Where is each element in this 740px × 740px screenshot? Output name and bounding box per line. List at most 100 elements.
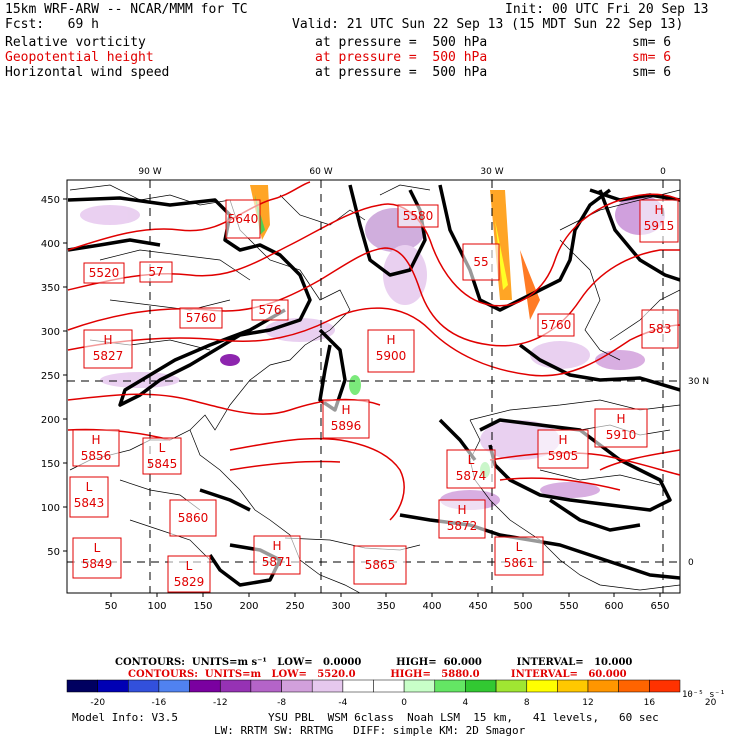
map-frame [66, 179, 681, 594]
forecast-hour: Fcst: 69 h [5, 17, 99, 32]
height-label-box: L 5874 [446, 449, 496, 489]
x-axis: 50 100 150 200 250 300 350 400 450 500 550 600 650 [105, 593, 670, 612]
colorbar-swatch [97, 679, 129, 693]
pressure-center-letter: L [94, 541, 101, 555]
height-value: 5865 [365, 558, 396, 572]
field-level-2: at pressure = 500 hPa [315, 50, 488, 65]
pressure-center-letter: H [558, 433, 567, 447]
x-tick-label: 400 [422, 601, 441, 612]
height-value: 5861 [504, 556, 535, 570]
field-sm-1: sm= 6 [632, 35, 672, 50]
height-value: 5849 [82, 557, 113, 571]
x-tick-label: 500 [513, 601, 532, 612]
height-label-box: H 5827 [83, 329, 133, 369]
model-title: 15km WRF-ARW -- NCAR/MMM for TC [5, 2, 248, 17]
pressure-center-letter: H [272, 539, 281, 553]
y-tick-label: 100 [41, 503, 60, 514]
latitude-label: 0 [688, 558, 694, 568]
colorbar-tick-label: -20 [90, 698, 105, 708]
x-tick-label: 550 [559, 601, 578, 612]
colorbar-tick-label: -12 [213, 698, 228, 708]
height-label-box: L 5829 [167, 555, 211, 593]
y-axis: 50 100 150 200 250 300 350 400 450 [41, 195, 67, 558]
pressure-center-letter: H [103, 333, 112, 347]
x-tick-label: 350 [376, 601, 395, 612]
pressure-center-letter: L [516, 540, 523, 554]
y-tick-label: 450 [41, 195, 60, 206]
colorbar-tick-label: 8 [524, 698, 530, 708]
height-value: 5580 [403, 209, 434, 223]
pressure-center-letter: L [186, 559, 193, 573]
colorbar-tick-label: 4 [463, 698, 469, 708]
colorbar-tick-label: 0 [401, 698, 407, 708]
height-label-box: H 5915 [639, 199, 679, 243]
height-value: 5760 [541, 318, 572, 332]
y-tick-label: 250 [41, 371, 60, 382]
height-value: 5910 [606, 428, 637, 442]
height-value: 5760 [186, 311, 217, 325]
model-info: Model Info: V3.5 [72, 711, 178, 724]
field-name-1: Relative vorticity [5, 35, 146, 50]
height-label-box: 5520 [83, 262, 125, 284]
height-value: 5827 [93, 349, 124, 363]
height-value: 5843 [74, 496, 105, 510]
y-tick-label: 150 [41, 459, 60, 470]
height-label-box: 5640 [225, 199, 261, 239]
height-label-box: H 5856 [72, 429, 120, 467]
height-label-box: 5865 [353, 545, 407, 585]
wind-contour-info: CONTOURS: UNITS=m s⁻¹ LOW= 0.0000 HIGH= … [115, 657, 633, 668]
colorbar-tick-label: -8 [277, 698, 286, 708]
height-label-box: L 5845 [142, 437, 182, 475]
pressure-center-letter: L [159, 441, 166, 455]
pressure-center-letter: H [616, 412, 625, 426]
height-label-box: H 5900 [367, 329, 415, 373]
physics-line-2: LW: RRTM SW: RRTMG DIFF: simple KM: 2D S… [214, 724, 526, 737]
field-level-1: at pressure = 500 hPa [315, 35, 488, 50]
height-value: 5915 [644, 219, 675, 233]
colorbar-swatch [66, 679, 98, 693]
x-tick-label: 300 [331, 601, 350, 612]
y-tick-label: 400 [41, 239, 60, 250]
height-value: 57 [148, 265, 163, 279]
height-label-box: H 5905 [537, 429, 589, 469]
height-label-box: L 5843 [69, 476, 109, 518]
y-tick-label: 350 [41, 283, 60, 294]
x-tick-label: 600 [604, 601, 623, 612]
y-tick-label: 50 [47, 547, 60, 558]
x-tick-label: 200 [239, 601, 258, 612]
height-value: 5520 [89, 266, 120, 280]
height-label-box: L 5849 [72, 537, 122, 579]
field-level-3: at pressure = 500 hPa [315, 65, 488, 80]
x-tick-label: 250 [285, 601, 304, 612]
height-label-box: 5860 [169, 499, 217, 537]
pressure-center-letter: H [654, 203, 663, 217]
field-name-3: Horizontal wind speed [5, 65, 170, 80]
colorbar-tick-label: 16 [644, 698, 656, 708]
valid-time: Valid: 21 UTC Sun 22 Sep 13 (15 MDT Sun … [292, 17, 684, 32]
pressure-center-letter: L [468, 453, 475, 467]
colorbar-tick-label: 20 [705, 698, 717, 708]
pressure-center-letter: H [91, 433, 100, 447]
height-label-box: 57 [139, 261, 173, 283]
colorbar-tick-label: -4 [338, 698, 347, 708]
height-label-box: 576 [251, 299, 289, 321]
height-value: 576 [259, 303, 282, 317]
latitude-label: 30 N [688, 377, 709, 387]
height-value: 5829 [174, 575, 205, 589]
colorbar-unit: 10⁻⁵ s⁻¹ [682, 690, 726, 700]
physics-line-1: YSU PBL WSM 6class Noah LSM 15 km, 41 le… [268, 711, 659, 724]
top-axis: 90 W 60 W 30 W 0 [138, 167, 666, 177]
x-tick-label: 50 [105, 601, 118, 612]
height-value: 5845 [147, 457, 178, 471]
height-label-box: 583 [641, 309, 679, 349]
height-label-box: H 5910 [594, 408, 648, 448]
height-label-box: 5580 [397, 204, 439, 228]
longitude-label: 90 W [138, 167, 161, 177]
height-label-box: H 5872 [438, 499, 486, 539]
pressure-center-letter: H [386, 333, 395, 347]
longitude-label: 30 W [480, 167, 503, 177]
height-value: 5871 [262, 555, 293, 569]
colorbar-ticks: -20 -16 -12 -8 -4 0 4 8 12 16 20 [90, 698, 716, 708]
height-label-box: L 5861 [494, 536, 544, 576]
